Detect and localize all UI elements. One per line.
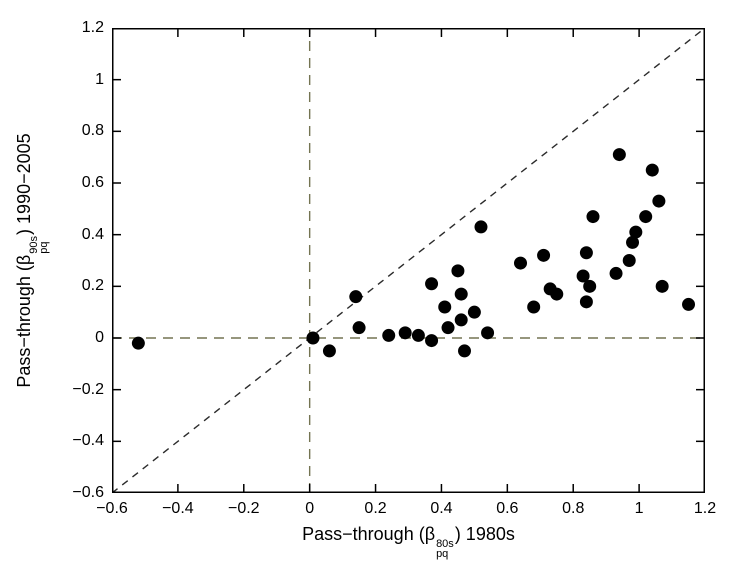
scatter-point (398, 326, 412, 340)
scatter-point (438, 300, 452, 314)
scatter-point (550, 287, 564, 301)
x-tick-label: 0.6 (496, 500, 519, 517)
x-axis-label-prefix: Pass−through (β (302, 524, 436, 544)
scatter-point (639, 210, 653, 224)
scatter-point (626, 235, 640, 249)
plot-area (112, 28, 705, 493)
scatter-point (622, 254, 636, 267)
y-tick-label: 1 (95, 70, 104, 88)
scatter-point (527, 300, 541, 314)
scatter-point (576, 269, 590, 283)
scatter-point (425, 277, 439, 291)
scatter-point (629, 225, 643, 239)
scatter-point (474, 220, 488, 234)
x-axis-superscript: 80s (436, 538, 454, 550)
y-tick-label: 0.2 (81, 277, 104, 295)
x-axis-label-suffix: ) 1980s (454, 524, 515, 544)
y-tick-label: 0.4 (81, 225, 104, 243)
y-axis-subscript: pq (38, 241, 50, 254)
scatter-point (458, 344, 472, 358)
scatter-point (537, 248, 551, 262)
scatter-point (609, 266, 623, 280)
scatter-point (514, 256, 528, 270)
scatter-point (322, 344, 336, 358)
scatter-point (579, 295, 593, 309)
scatter-point (349, 290, 363, 304)
scatter-point (131, 336, 145, 350)
beta-supsub: 80s pq (436, 538, 454, 560)
y-tick-label: 0.6 (81, 174, 104, 191)
scatter-point (652, 194, 666, 208)
scatter-point (682, 297, 696, 311)
x-tick-label: −0.2 (227, 500, 260, 517)
scatter-point (454, 287, 468, 301)
scatter-point (382, 328, 396, 342)
y-tick-label: −0.2 (72, 380, 104, 398)
diagonal-45-line (112, 28, 705, 493)
scatter-point (579, 246, 593, 260)
scatter-point (306, 331, 320, 345)
scatter-point (583, 279, 597, 293)
x-tick-label: −0.6 (96, 500, 128, 517)
y-tick-label: 0.8 (81, 122, 104, 140)
scatter-point (586, 210, 600, 224)
scatter-point (612, 148, 626, 162)
y-axis-label: Pass−through (β 90s pq) 1990−2005 (14, 28, 50, 493)
axes-box (112, 28, 705, 493)
scatter-point (655, 279, 669, 293)
x-axis-subscript: pq (436, 548, 449, 560)
y-tick-label: 1.2 (81, 19, 104, 36)
x-tick-label: 0 (305, 500, 315, 517)
x-tick-label: 1 (634, 500, 644, 517)
x-tick-label: 1.2 (693, 500, 717, 517)
scatter-point (481, 326, 495, 340)
x-tick-label: 0.4 (430, 500, 453, 517)
y-tick-label: −0.4 (72, 432, 104, 450)
beta-supsub: 90s pq (28, 236, 50, 254)
scatter-point (441, 321, 455, 335)
plot-svg (112, 28, 705, 493)
scatter-point (454, 313, 468, 327)
scatter-point (645, 163, 659, 177)
x-tick-label: −0.4 (162, 500, 194, 517)
y-tick-label: −0.6 (72, 484, 104, 501)
scatter-point (352, 321, 366, 335)
scatter-point (451, 264, 465, 278)
x-tick-label: 0.8 (562, 500, 585, 517)
y-axis-label-prefix: Pass−through (β (14, 254, 34, 388)
x-axis-label: Pass−through (β 80s pq) 1980s (112, 524, 705, 560)
x-tick-label: 0.2 (364, 500, 387, 517)
scatter-point (411, 328, 425, 342)
y-tick-label: 0 (95, 329, 104, 346)
scatter-point (425, 334, 439, 348)
y-axis-label-suffix: ) 1990−2005 (14, 133, 34, 235)
scatter-point (467, 305, 481, 319)
